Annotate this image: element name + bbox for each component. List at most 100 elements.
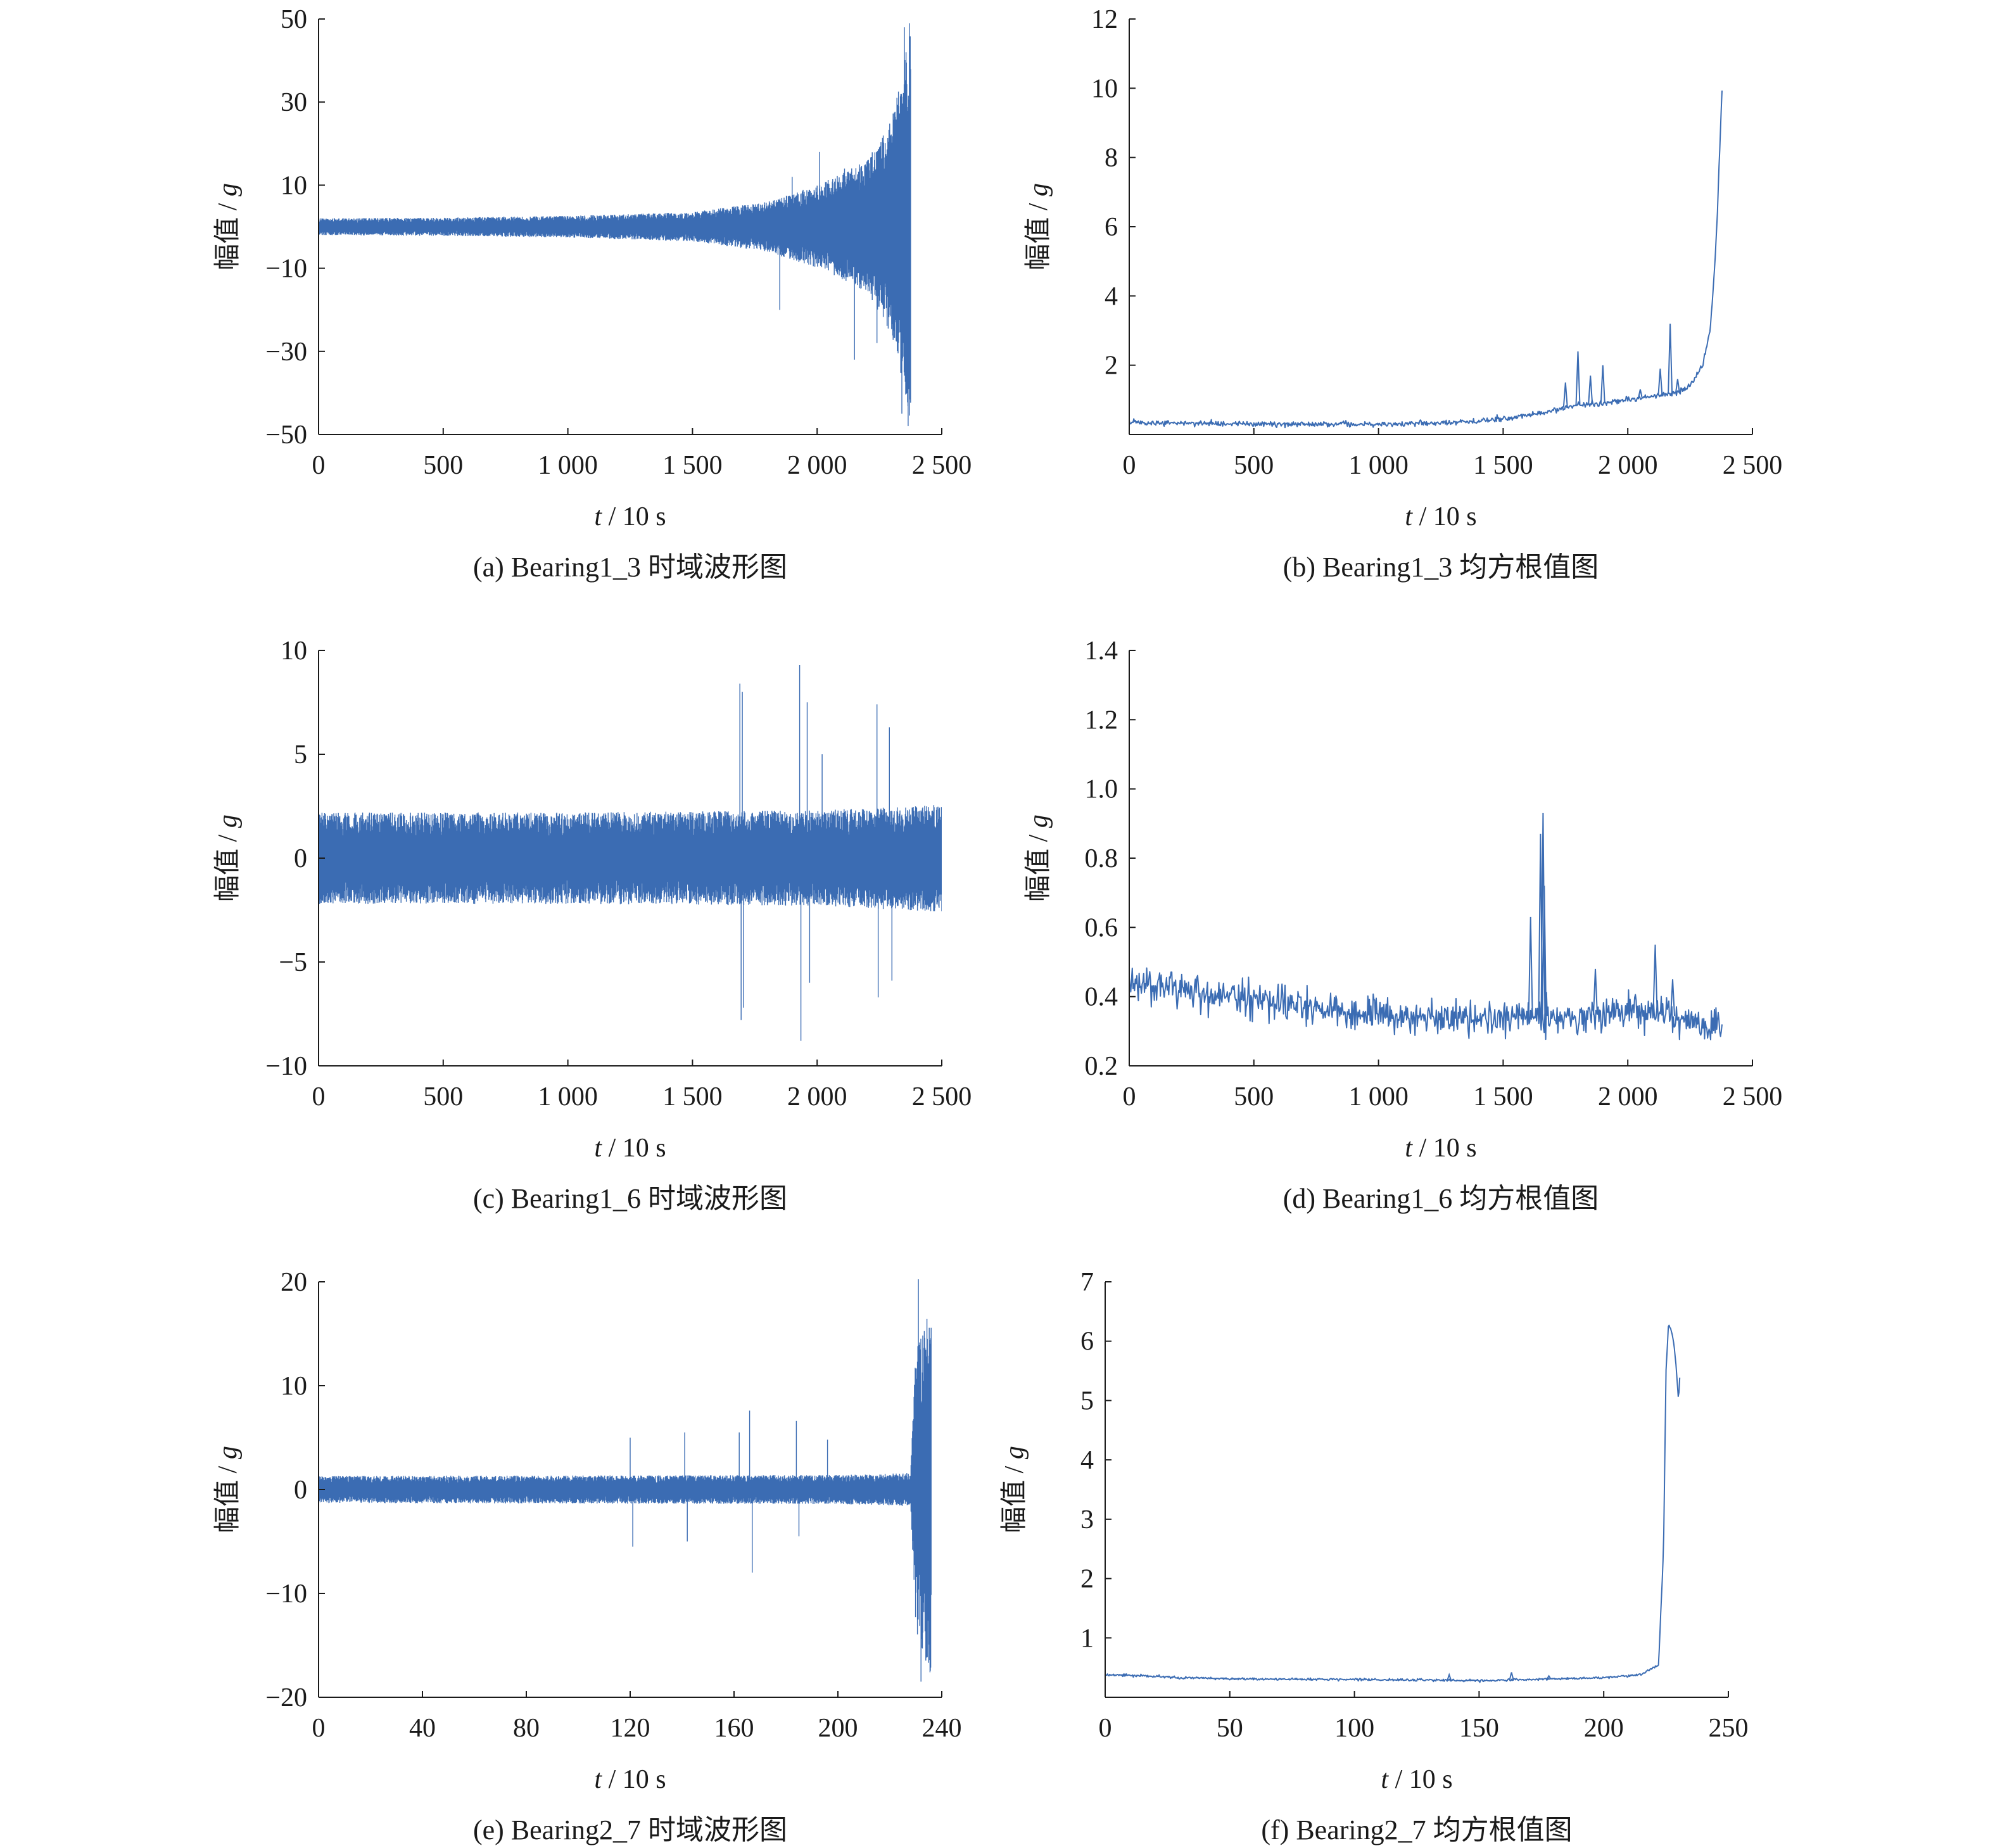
y-tick-label-c: 10 bbox=[281, 636, 307, 666]
y-tick-label-f: 1 bbox=[1080, 1624, 1094, 1653]
x-tick-label-f: 200 bbox=[1584, 1714, 1624, 1743]
caption-d: (d) Bearing1_6 均方根值图 bbox=[1283, 1183, 1599, 1214]
y-tick-label-a: 50 bbox=[281, 5, 307, 34]
x-tick-label-e: 40 bbox=[409, 1714, 436, 1743]
y-tick-label-e: −10 bbox=[265, 1579, 307, 1609]
y-tick-label-c: 5 bbox=[294, 740, 307, 769]
x-axis-label-var-a: t bbox=[594, 502, 602, 531]
caption-f: (f) Bearing2_7 均方根值图 bbox=[1261, 1814, 1572, 1845]
chart-a: 0 500 1 000 1 500 2 000 2 500 −50 −30 −10 10 30 50 t… bbox=[213, 5, 972, 583]
y-tick-label-a: −10 bbox=[265, 255, 307, 284]
x-tick-label-b: 500 bbox=[1234, 451, 1274, 480]
y-tick-label-e: −20 bbox=[265, 1683, 307, 1712]
y-tick-label-e: 0 bbox=[294, 1476, 307, 1505]
x-axis-label-var-b: t bbox=[1405, 502, 1413, 531]
x-tick-label-f: 50 bbox=[1217, 1714, 1243, 1743]
chart-c: 0 500 1 000 1 500 2 000 2 500 −10 −5 0 5 10 t / 10 … bbox=[213, 636, 972, 1214]
y-axis-label-c: 幅值 / g bbox=[213, 814, 243, 902]
y-axis-label-d: 幅值 / g bbox=[1024, 814, 1053, 902]
x-tick-label-f: 150 bbox=[1459, 1714, 1499, 1743]
series-line-a bbox=[319, 23, 911, 426]
y-axis-label-unit-a: g bbox=[213, 183, 243, 196]
series-spike-d-3 bbox=[1542, 885, 1547, 1020]
y-axis-label-unit-c: g bbox=[213, 814, 243, 828]
x-tick-label-f: 0 bbox=[1099, 1714, 1112, 1743]
x-axis-label-b: t / 10 s bbox=[1405, 502, 1476, 531]
x-tick-label-c: 500 bbox=[423, 1082, 463, 1111]
series-spike-b-1 bbox=[1575, 351, 1581, 405]
y-tick-label-a: −30 bbox=[265, 338, 307, 367]
x-tick-label-d: 2 000 bbox=[1598, 1082, 1658, 1111]
x-tick-label-c: 2 500 bbox=[912, 1082, 972, 1111]
x-tick-label-b: 1 500 bbox=[1473, 451, 1533, 480]
x-tick-label-b: 2 000 bbox=[1598, 451, 1658, 480]
series-line-f bbox=[1105, 1324, 1681, 1683]
x-axis-label-unit-c: / 10 s bbox=[602, 1134, 666, 1163]
y-tick-label-e: 10 bbox=[281, 1372, 307, 1401]
y-axis-label-text-a: 幅值 / bbox=[213, 196, 243, 270]
y-tick-label-b: 4 bbox=[1105, 282, 1118, 311]
x-axis-label-f: t / 10 s bbox=[1381, 1765, 1452, 1794]
series-spike-b-0 bbox=[1562, 382, 1568, 408]
x-tick-label-e: 0 bbox=[312, 1714, 326, 1743]
series-spike-d-5 bbox=[1652, 944, 1658, 1011]
caption-e: (e) Bearing2_7 时域波形图 bbox=[473, 1814, 787, 1845]
y-tick-label-b: 8 bbox=[1105, 144, 1118, 173]
series-line-e bbox=[319, 1279, 932, 1682]
x-axis-label-e: t / 10 s bbox=[594, 1765, 666, 1794]
x-tick-label-a: 1 000 bbox=[538, 451, 598, 480]
y-axis-label-text-c: 幅值 / bbox=[213, 828, 243, 902]
chart-d: 0 500 1 000 1 500 2 000 2 500 0.2 0.4 0.6 0.8 1.0 1… bbox=[1024, 636, 1782, 1214]
series-spike-f-0 bbox=[1447, 1673, 1452, 1681]
series-spike-d-2 bbox=[1540, 813, 1546, 1020]
y-tick-label-e: 20 bbox=[281, 1268, 307, 1297]
y-tick-label-b: 6 bbox=[1105, 213, 1118, 242]
series-spike-d-0 bbox=[1528, 916, 1533, 1018]
x-tick-label-b: 0 bbox=[1123, 451, 1136, 480]
y-axis-label-f: 幅值 / g bbox=[1000, 1446, 1029, 1533]
x-tick-label-a: 1 500 bbox=[662, 451, 723, 480]
series-spike-b-6 bbox=[1668, 324, 1673, 395]
caption-c: (c) Bearing1_6 时域波形图 bbox=[473, 1183, 787, 1214]
y-tick-label-b: 12 bbox=[1091, 5, 1118, 34]
y-tick-label-c: 0 bbox=[294, 844, 307, 873]
y-tick-label-d: 1.2 bbox=[1085, 706, 1118, 735]
series-spike-b-5 bbox=[1657, 369, 1663, 396]
y-tick-label-d: 0.8 bbox=[1085, 844, 1118, 873]
y-axis-label-unit-f: g bbox=[1000, 1446, 1029, 1459]
y-tick-label-f: 4 bbox=[1080, 1446, 1094, 1475]
caption-a: (a) Bearing1_3 时域波形图 bbox=[473, 552, 787, 583]
x-tick-label-d: 0 bbox=[1123, 1082, 1136, 1111]
x-tick-label-e: 160 bbox=[714, 1714, 754, 1743]
x-tick-label-c: 0 bbox=[312, 1082, 326, 1111]
series-spike-b-3 bbox=[1600, 365, 1606, 403]
x-axis-label-var-c: t bbox=[594, 1134, 602, 1163]
y-tick-label-b: 2 bbox=[1105, 351, 1118, 381]
y-tick-label-f: 6 bbox=[1080, 1327, 1094, 1357]
y-axis-label-a: 幅值 / g bbox=[213, 183, 243, 270]
x-tick-label-c: 1 500 bbox=[662, 1082, 723, 1111]
y-tick-label-f: 3 bbox=[1080, 1505, 1094, 1535]
series-line-b bbox=[1129, 90, 1723, 429]
y-tick-label-c: −10 bbox=[265, 1052, 307, 1081]
y-axis-label-text-e: 幅值 / bbox=[213, 1459, 243, 1533]
y-tick-label-f: 2 bbox=[1080, 1565, 1094, 1594]
series-spike-d-4 bbox=[1593, 968, 1598, 1015]
y-tick-label-a: −50 bbox=[265, 421, 307, 450]
y-tick-label-d: 1.4 bbox=[1085, 636, 1118, 666]
x-tick-label-d: 2 500 bbox=[1723, 1082, 1783, 1111]
y-tick-label-a: 10 bbox=[281, 171, 307, 200]
x-tick-label-c: 2 000 bbox=[787, 1082, 847, 1111]
x-axis-label-var-e: t bbox=[594, 1765, 602, 1794]
x-axis-label-var-f: t bbox=[1381, 1765, 1389, 1794]
x-tick-label-e: 120 bbox=[611, 1714, 650, 1743]
x-axis-label-unit-e: / 10 s bbox=[602, 1765, 666, 1794]
x-tick-label-b: 1 000 bbox=[1348, 451, 1409, 480]
chart-e: 0 40 80 120 160 200 240 −20 −10 0 10 20 t / 10 s 幅值 /… bbox=[213, 1268, 962, 1845]
y-tick-label-d: 0.2 bbox=[1085, 1052, 1118, 1081]
y-axis-label-unit-b: g bbox=[1024, 183, 1053, 196]
series-spike-d-6 bbox=[1670, 979, 1675, 1016]
x-tick-label-a: 2 000 bbox=[787, 451, 847, 480]
x-axis-label-unit-b: / 10 s bbox=[1412, 502, 1477, 531]
x-tick-label-d: 500 bbox=[1234, 1082, 1274, 1111]
